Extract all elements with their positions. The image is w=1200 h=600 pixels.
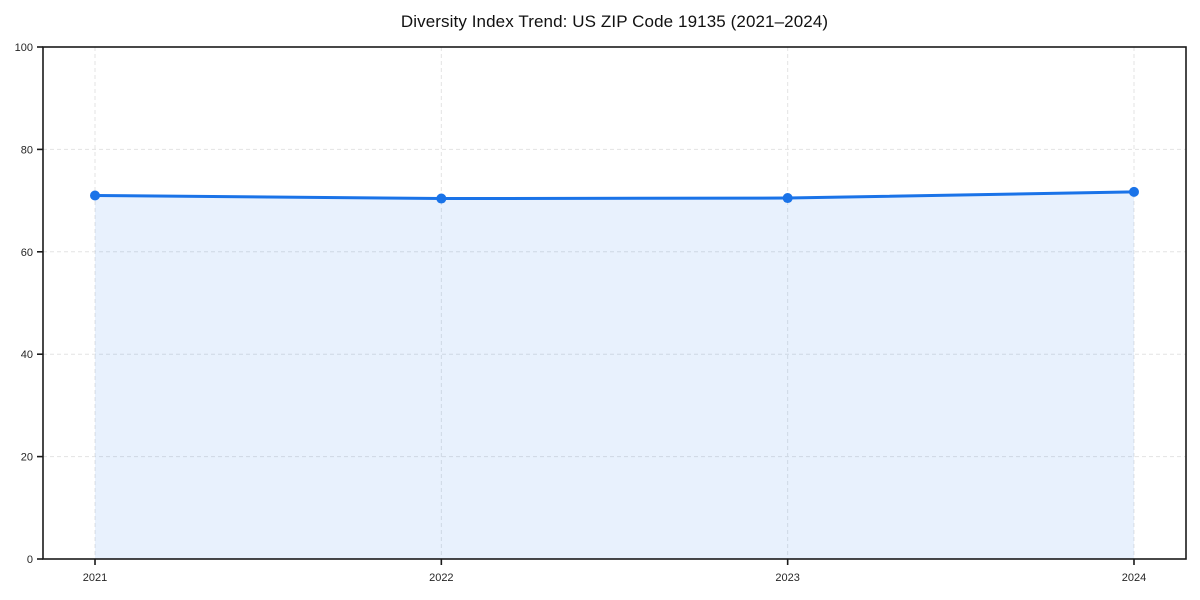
y-tick-label: 0 [27,554,33,566]
chart-title: Diversity Index Trend: US ZIP Code 19135… [400,12,829,31]
area-fill [95,191,1134,559]
trend-line [93,190,1136,201]
data-point-marker [1128,186,1139,197]
data-point-marker [436,193,447,204]
y-tick-label: 60 [21,247,33,259]
y-tick-label: 100 [15,42,33,54]
x-tick-label: 2024 [1122,572,1146,584]
data-point-marker [90,190,101,201]
x-tick-label: 2021 [83,572,107,584]
y-tick-label: 80 [21,144,33,156]
y-tick-label: 40 [21,349,33,361]
x-tick-label: 2022 [429,572,453,584]
data-point-marker [782,193,793,204]
axes-box [42,46,1187,560]
y-tick-label: 20 [21,452,33,464]
x-tick-label: 2023 [775,572,799,584]
